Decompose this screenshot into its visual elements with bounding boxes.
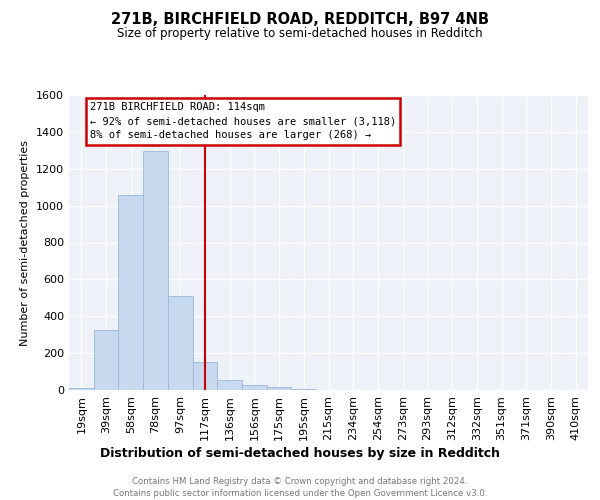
Bar (242, 386, 267, 390)
Text: Size of property relative to semi-detached houses in Redditch: Size of property relative to semi-detach… (117, 28, 483, 40)
Bar (143, 151, 168, 390)
Bar (267, 387, 292, 390)
Text: Contains HM Land Registry data © Crown copyright and database right 2024.
Contai: Contains HM Land Registry data © Crown c… (113, 476, 487, 498)
Bar (292, 389, 316, 390)
Bar (94, 330, 118, 390)
Text: 271B, BIRCHFIELD ROAD, REDDITCH, B97 4NB: 271B, BIRCHFIELD ROAD, REDDITCH, B97 4NB (111, 12, 489, 28)
Text: 271B BIRCHFIELD ROAD: 114sqm
← 92% of semi-detached houses are smaller (3,118)
8: 271B BIRCHFIELD ROAD: 114sqm ← 92% of se… (90, 102, 396, 141)
Bar (69, 388, 94, 390)
Bar (118, 196, 143, 390)
Bar (168, 296, 193, 390)
Y-axis label: Number of semi-detached properties: Number of semi-detached properties (20, 140, 31, 346)
Bar (193, 362, 217, 390)
Text: Distribution of semi-detached houses by size in Redditch: Distribution of semi-detached houses by … (100, 448, 500, 460)
Bar (217, 380, 242, 390)
